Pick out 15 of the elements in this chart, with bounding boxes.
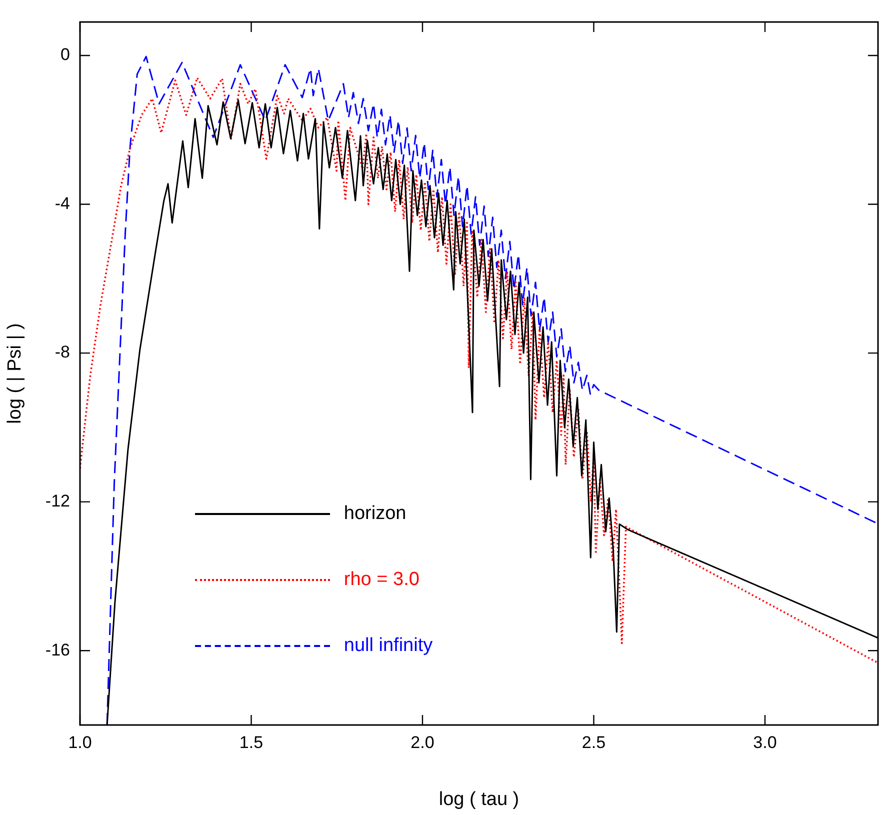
y-tick-label: -4	[54, 194, 70, 213]
x-tick-label: 2.0	[410, 732, 434, 752]
text: rho = 3.0	[344, 569, 420, 592]
y-tick-label: -16	[45, 640, 70, 660]
x-tick-label: 1.0	[68, 732, 92, 752]
x-tick-label: 3.0	[753, 732, 777, 752]
y-tick-label: -8	[54, 342, 70, 362]
x-tick-label: 2.5	[582, 732, 606, 752]
text: null infinity	[344, 635, 433, 658]
y-tick-label: 0	[60, 45, 70, 64]
text: horizon	[344, 503, 406, 526]
y-tick-label: -12	[45, 492, 70, 511]
y-axis-title: log ( | Psi | )	[4, 323, 26, 424]
x-axis-title: log ( tau )	[438, 788, 520, 810]
x-tick-label: 1.5	[239, 732, 264, 752]
